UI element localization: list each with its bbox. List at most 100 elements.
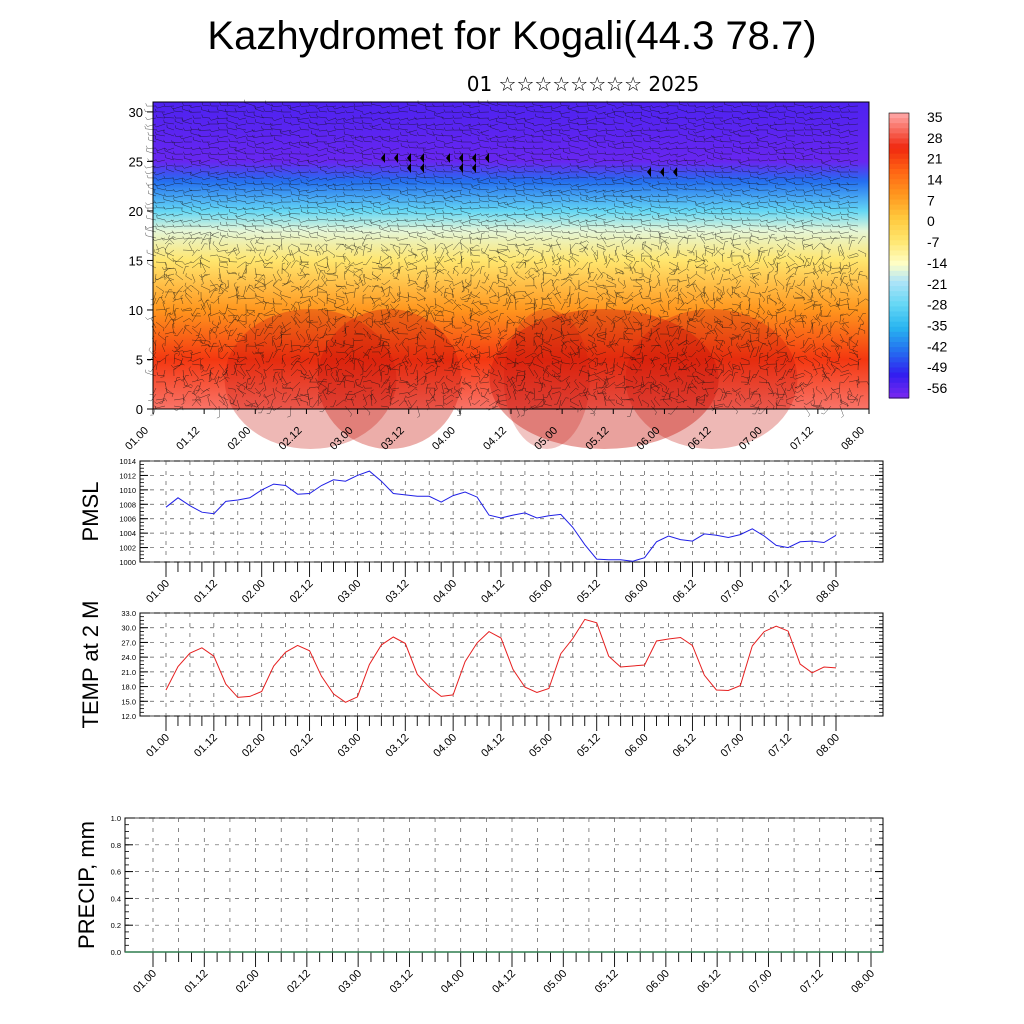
wind-barb: [737, 117, 751, 121]
wind-barb: [488, 234, 499, 239]
wind-barb: [821, 285, 831, 293]
wind-barb: [651, 279, 661, 288]
wind-barb: [397, 226, 409, 233]
wind-barb: [795, 200, 805, 204]
wind-barb: [297, 118, 310, 125]
wind-barb: [243, 112, 256, 119]
wind-barb: [550, 105, 562, 110]
wind-barb: [407, 279, 417, 285]
wind-barb: [261, 309, 274, 316]
wind-barb: [359, 135, 373, 139]
wind-barb: [434, 269, 442, 281]
wind-barb: [390, 164, 400, 168]
wind-barb: [497, 243, 509, 250]
wind-barb: [362, 285, 372, 293]
wind-barb: [545, 243, 553, 252]
wind-barb: [306, 177, 319, 182]
wind-barb: [775, 149, 787, 155]
wind-barb: [792, 225, 805, 229]
wind-barb: [533, 129, 544, 133]
wind-barb: [754, 249, 760, 262]
wind-barb: [820, 306, 824, 317]
wind-barb: [794, 291, 805, 301]
wind-barb: [597, 206, 607, 210]
wind-barb: [532, 179, 544, 185]
wind-barb: [714, 124, 724, 131]
wind-barb: [423, 174, 436, 179]
wind-barb: [624, 133, 634, 137]
wind-barb: [642, 149, 652, 155]
x-tick-label: 01.00: [144, 578, 172, 606]
wind-barb: [666, 119, 679, 125]
colorbar-band: [889, 367, 909, 374]
wind-barb: [317, 284, 328, 293]
wind-barb: [648, 197, 661, 203]
x-tick-label: 02.12: [288, 578, 316, 606]
wind-barb: [435, 156, 445, 161]
wind-barb: [742, 190, 751, 197]
wind-barb: [148, 184, 157, 191]
wind-barb: [594, 177, 607, 181]
wind-barb: [848, 261, 852, 273]
wind-barb: [577, 186, 589, 191]
wind-barb: [659, 235, 670, 245]
wind-barb: [324, 120, 337, 125]
wind-barb: [417, 132, 427, 137]
wind-barb: [731, 273, 738, 284]
wind-barb: [317, 232, 328, 239]
wind-barb: [596, 182, 607, 186]
wind-barb: [379, 183, 391, 187]
wind-barb: [283, 273, 292, 285]
wind-barb: [416, 141, 427, 145]
wind-barb: [830, 237, 838, 245]
wind-barb: [164, 307, 170, 317]
wind-barb: [398, 153, 409, 157]
wind-barb: [450, 227, 463, 233]
wind-barb: [694, 159, 706, 163]
wind-barb: [444, 143, 454, 149]
wind-barb: [848, 169, 859, 173]
wind-barb: [540, 201, 553, 205]
wind-barb: [191, 249, 200, 257]
wind-barb: [713, 154, 724, 161]
y-tick-label: 1002: [119, 544, 136, 553]
wind-barb: [524, 259, 529, 269]
wind-barb: [487, 194, 499, 198]
wind-barb: [821, 267, 829, 276]
colorbar-label: -49: [927, 359, 947, 375]
wind-barb: [758, 303, 765, 315]
wind-barb: [722, 241, 729, 251]
wind-barb: [743, 249, 751, 257]
y-tick-label: 30.0: [121, 624, 136, 633]
wind-barb: [363, 138, 373, 143]
wind-barb: [811, 288, 814, 299]
wind-barb: [290, 285, 299, 291]
wind-barb: [156, 185, 166, 191]
wind-barb: [400, 190, 409, 197]
wind-barb: [265, 172, 274, 179]
wind-barb: [345, 281, 355, 287]
wind-barb: [614, 105, 625, 109]
wind-barb: [362, 242, 373, 251]
wind-barb: [408, 198, 418, 203]
wind-barb: [836, 159, 850, 163]
wind-barb: [389, 268, 400, 275]
wind-barb: [379, 219, 391, 223]
wind-barb: [621, 224, 634, 228]
wind-barb: [595, 132, 607, 137]
wind-barb: [316, 262, 328, 269]
wind-barb: [695, 308, 704, 317]
wind-barb: [776, 307, 787, 311]
wind-barb: [172, 177, 184, 181]
wind-barb: [514, 212, 526, 216]
wind-barb: [163, 196, 175, 203]
wind-barb: [745, 239, 751, 251]
wind-barb: [587, 225, 598, 233]
wind-barb: [543, 165, 553, 168]
wind-barb: [712, 297, 716, 309]
wind-barb: [400, 142, 409, 149]
wind-barb: [750, 130, 760, 137]
wind-barb: [190, 130, 202, 137]
wind-barb: [175, 271, 184, 281]
wind-barb: [314, 285, 319, 297]
